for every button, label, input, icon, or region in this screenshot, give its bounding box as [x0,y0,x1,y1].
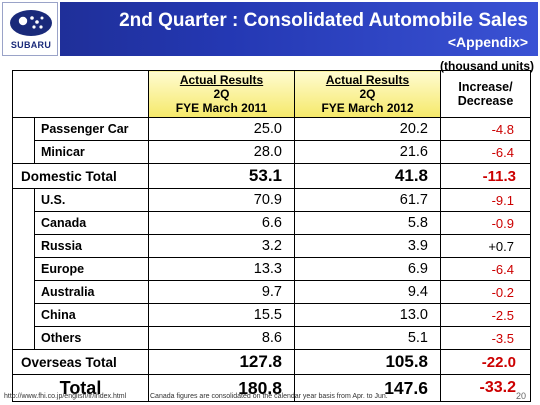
indent-cell [12,188,35,350]
footer-url-link[interactable]: http://www.fhi.co.jp/english/ir/index.ht… [4,393,127,400]
grand-total-row: Total 180.8 147.6 -33.2 [12,374,531,402]
slide-header: SUBARU 2nd Quarter : Consolidated Automo… [0,0,540,58]
value-fy2012: 13.0 [294,303,441,327]
value-fy2012: 9.4 [294,280,441,304]
overseas-total-change: -22.0 [440,349,531,375]
logo-wordmark: SUBARU [10,40,52,50]
grand-total-fy2012: 147.6 [294,374,441,402]
header-fy2011-line2: 2Q [213,87,230,101]
header-change-line2: Decrease [457,94,514,108]
sales-table: Actual Results 2Q FYE March 2011 Actual … [12,70,531,402]
overseas-total-label: Overseas Total [12,349,149,375]
value-change: -9.1 [440,188,531,212]
overseas-total-row: Overseas Total 127.8 105.8 -22.0 [12,349,531,375]
footer-note: Canada figures are consolidated on the c… [150,393,388,400]
row-label: Australia [34,280,149,304]
row-label: Others [34,326,149,350]
row-label: Russia [34,234,149,258]
subaru-logo: SUBARU [2,2,58,56]
row-label: China [34,303,149,327]
value-change: -4.8 [440,117,531,141]
table-header-row: Actual Results 2Q FYE March 2011 Actual … [12,70,531,118]
value-change: -3.5 [440,326,531,350]
row-label: Minicar [34,140,149,164]
domestic-total-label: Domestic Total [12,163,149,189]
value-change: -2.5 [440,303,531,327]
value-change: +0.7 [440,234,531,258]
value-fy2012: 5.1 [294,326,441,350]
domestic-total-fy2012: 41.8 [294,163,441,189]
value-fy2011: 13.3 [148,257,295,281]
value-fy2011: 6.6 [148,211,295,235]
value-change: -6.4 [440,257,531,281]
header-change: Increase/ Decrease [440,70,531,118]
table-row: Minicar 28.0 21.6 -6.4 [13,140,531,164]
value-fy2012: 20.2 [294,117,441,141]
domestic-total-change: -11.3 [440,163,531,189]
row-label: Europe [34,257,149,281]
table-row: Passenger Car 25.0 20.2 -4.8 [12,117,531,164]
value-fy2012: 5.8 [294,211,441,235]
grand-total-change: -33.2 [440,374,531,402]
overseas-total-fy2012: 105.8 [294,349,441,375]
header-fy2012: Actual Results 2Q FYE March 2012 [294,70,441,118]
table-row: Australia 9.7 9.4 -0.2 [13,280,531,304]
grand-total-fy2011: 180.8 [148,374,295,402]
value-change: -6.4 [440,140,531,164]
header-fy2012-line1: Actual Results [325,73,410,87]
value-fy2011: 28.0 [148,140,295,164]
header-fy2012-line2: 2Q [359,87,376,101]
domestic-total-row: Domestic Total 53.1 41.8 -11.3 [12,163,531,189]
slide-subtitle: <Appendix> [447,34,528,50]
units-label: (thousand units) [440,59,534,73]
table-row: Russia 3.2 3.9 +0.7 [13,234,531,258]
value-fy2012: 6.9 [294,257,441,281]
row-label: Canada [34,211,149,235]
header-change-line1: Increase/ [458,80,513,94]
table-row: Canada 6.6 5.8 -0.9 [13,211,531,235]
table-row: Others 8.6 5.1 -3.5 [13,326,531,350]
value-fy2012: 21.6 [294,140,441,164]
value-fy2011: 8.6 [148,326,295,350]
title-bar: 2nd Quarter : Consolidated Automobile Sa… [60,2,538,56]
row-label: Passenger Car [34,117,149,141]
value-fy2011: 25.0 [148,117,295,141]
header-fy2011: Actual Results 2Q FYE March 2011 [148,70,295,118]
domestic-total-fy2011: 53.1 [148,163,295,189]
header-fy2012-line3: FYE March 2012 [321,101,414,115]
value-fy2011: 15.5 [148,303,295,327]
header-fy2011-line1: Actual Results [179,73,264,87]
grand-total-label: Total [12,374,149,402]
page-number: 20 [515,391,526,401]
header-blank-cell [12,70,149,118]
indent-cell [12,117,35,164]
value-fy2011: 9.7 [148,280,295,304]
value-fy2012: 3.9 [294,234,441,258]
table-row: Europe 13.3 6.9 -6.4 [13,257,531,281]
overseas-total-fy2011: 127.8 [148,349,295,375]
header-fy2011-line3: FYE March 2011 [175,101,268,115]
slide-title: 2nd Quarter : Consolidated Automobile Sa… [119,10,528,31]
pleiades-star-icon [10,10,52,36]
value-change: -0.9 [440,211,531,235]
value-fy2011: 70.9 [148,188,295,212]
table-row: U.S. 70.9 61.7 -9.1 [12,188,531,350]
row-label: U.S. [34,188,149,212]
value-fy2011: 3.2 [148,234,295,258]
table-row: China 15.5 13.0 -2.5 [13,303,531,327]
value-change: -0.2 [440,280,531,304]
value-fy2012: 61.7 [294,188,441,212]
